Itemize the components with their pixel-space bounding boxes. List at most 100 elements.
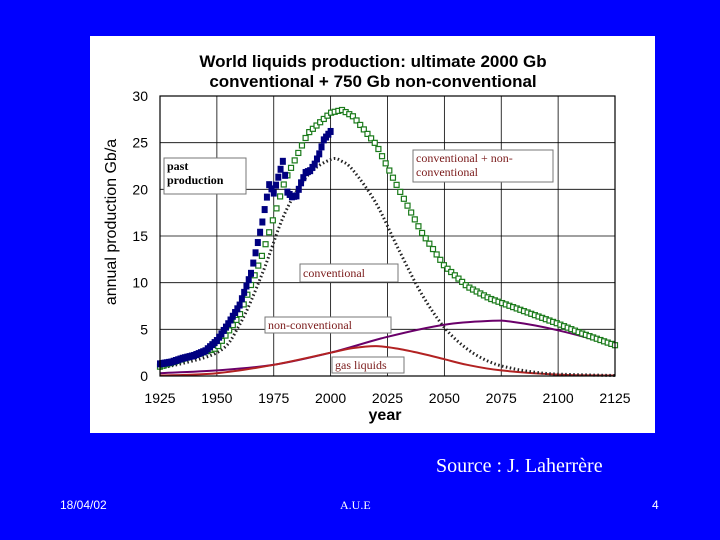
data-point — [444, 265, 451, 272]
data-point — [287, 164, 295, 171]
annotation-total-box — [412, 149, 554, 183]
chart-title-line1: World liquids production: ultimate 2000 … — [199, 52, 546, 71]
slide-date: 18/04/02 — [60, 498, 107, 512]
y-tick-label: 5 — [140, 321, 148, 337]
data-point — [300, 174, 307, 182]
data-point — [277, 193, 284, 200]
data-point — [241, 288, 248, 296]
data-point — [389, 174, 397, 181]
data-point — [243, 282, 250, 290]
data-point — [371, 139, 378, 146]
x-tick-label: 2125 — [599, 390, 630, 406]
slide-organization: A.U.E — [340, 498, 371, 512]
data-point — [263, 193, 270, 201]
y-tick-label: 0 — [140, 368, 148, 384]
data-point — [306, 129, 313, 136]
data-point — [404, 202, 411, 209]
series-past-production — [157, 127, 334, 368]
data-point — [309, 125, 316, 132]
data-point — [386, 167, 393, 174]
data-point — [255, 262, 262, 269]
data-point — [298, 142, 306, 149]
data-point — [229, 312, 236, 320]
plot-frame — [159, 95, 616, 377]
x-tick-label: 1950 — [201, 390, 232, 406]
data-point — [313, 122, 320, 129]
data-point — [302, 134, 309, 142]
data-point — [270, 189, 277, 197]
data-point — [250, 259, 257, 267]
data-point — [368, 135, 375, 142]
data-point — [313, 155, 320, 163]
data-point — [248, 269, 254, 277]
x-tick-label: 2050 — [429, 390, 460, 406]
x-tick-label: 2075 — [486, 390, 517, 406]
x-tick-label: 2025 — [372, 390, 403, 406]
data-point — [418, 229, 426, 237]
data-point — [448, 268, 455, 276]
annotation-past-line1: past — [167, 159, 188, 173]
data-point — [279, 157, 286, 165]
chart-series-layer — [156, 106, 619, 377]
annotation-nonconventional-box — [264, 316, 392, 334]
annotation-gas-box — [331, 356, 405, 374]
annotation-nonconventional: non-conventional — [268, 318, 353, 332]
data-point — [266, 181, 273, 189]
annotation-conventional: conventional — [303, 266, 366, 280]
slide-page-number: 4 — [652, 498, 659, 512]
data-point — [293, 192, 300, 200]
data-point — [261, 206, 268, 214]
data-point — [451, 272, 458, 279]
annotation-past-line2: production — [167, 173, 224, 187]
annotation-gas: gas liquids — [335, 358, 387, 372]
data-point — [268, 185, 275, 193]
data-point — [266, 229, 273, 236]
data-point — [327, 127, 334, 135]
annotation-past-box — [163, 157, 247, 195]
annotation-conventional-box — [299, 263, 399, 283]
y-tick-label: 25 — [132, 135, 148, 151]
chart-axes: 1925 1950 1975 2000 2025 2050 2075 2100 21250510… — [132, 88, 630, 406]
data-point — [455, 275, 462, 282]
data-point — [277, 165, 284, 173]
data-point — [238, 295, 245, 303]
data-point — [357, 121, 364, 129]
y-tick-label: 15 — [132, 228, 148, 244]
data-point — [318, 143, 325, 151]
data-point — [232, 309, 239, 317]
data-point — [349, 113, 357, 120]
data-point — [360, 126, 367, 133]
series-line-conventional — [159, 157, 616, 377]
data-point — [353, 117, 360, 124]
data-point — [245, 276, 252, 284]
data-point — [378, 153, 386, 160]
data-point — [397, 188, 404, 196]
data-point — [411, 216, 418, 223]
data-point — [298, 179, 305, 187]
source-credit: Source : J. Laherrère — [436, 455, 603, 477]
data-point — [311, 160, 318, 168]
x-tick-label: 2100 — [543, 390, 574, 406]
data-point — [382, 160, 389, 167]
data-point — [236, 311, 244, 318]
data-point — [317, 119, 324, 126]
data-point — [429, 245, 437, 253]
x-tick-label: 1925 — [144, 390, 175, 406]
data-point — [295, 149, 302, 157]
data-point — [258, 252, 266, 259]
x-axis-label: year — [369, 407, 402, 424]
data-point — [257, 228, 264, 236]
annotation-total-line2: conventional — [416, 165, 479, 179]
chart-title-line2: conventional + 750 Gb non-conventional — [209, 72, 536, 91]
chart-svg: 1925 1950 1975 2000 2025 2050 2075 2100 21250510… — [103, 52, 631, 424]
data-point — [262, 241, 269, 248]
data-point — [282, 171, 289, 179]
x-tick-label: 1975 — [258, 390, 289, 406]
data-point — [225, 320, 232, 328]
data-point — [393, 181, 400, 188]
series-line-non-conventional — [159, 319, 616, 375]
y-tick-label: 10 — [132, 275, 148, 291]
data-point — [275, 173, 282, 181]
data-point — [252, 249, 259, 257]
data-point — [433, 251, 440, 258]
